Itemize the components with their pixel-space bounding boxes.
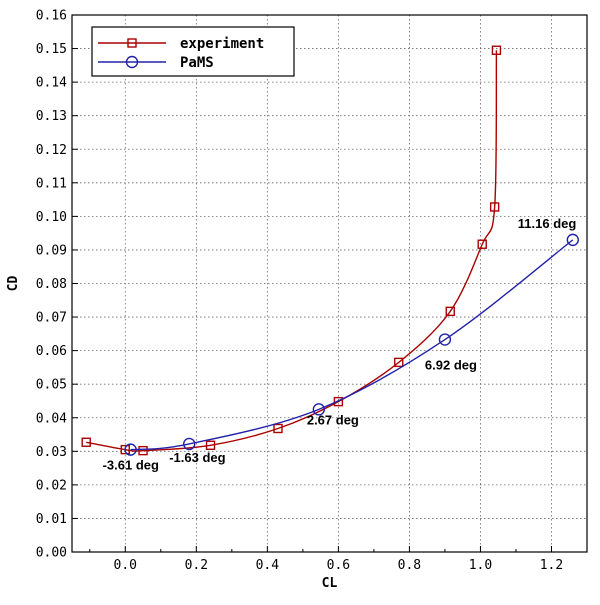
y-tick-label: 0.14: [36, 76, 67, 91]
data-point-pams: [566, 233, 579, 247]
annotation-label: 11.16 deg: [518, 216, 577, 231]
legend-marker-experiment: [127, 38, 137, 48]
data-point-experiment: [333, 396, 344, 407]
x-tick-label: 0.6: [327, 558, 350, 573]
plot-frame: [71, 14, 588, 553]
legend: experiment PaMS: [91, 26, 295, 77]
y-axis-label: CD: [6, 276, 21, 292]
annotation-layer: -3.61 deg -1.63 deg 2.67 deg 6.92 deg 11.16 …: [103, 216, 577, 473]
x-tick-label: 0.8: [398, 558, 421, 573]
data-point-pams: [438, 333, 452, 346]
data-point-experiment: [477, 239, 487, 249]
y-tick-label: 0.12: [36, 143, 67, 158]
legend-marker-pams: [125, 55, 139, 69]
y-tick-label: 0.05: [36, 378, 67, 393]
data-point-experiment: [138, 445, 148, 456]
y-tick-label: 0.06: [36, 344, 67, 359]
y-tick-label: 0.10: [36, 210, 67, 225]
y-tick-label: 0.00: [36, 546, 67, 561]
annotation-label: -1.63 deg: [169, 450, 225, 465]
annotation-label: 6.92 deg: [425, 358, 477, 373]
data-point-experiment: [445, 306, 455, 317]
x-tick-label: 1.2: [540, 558, 563, 573]
data-point-experiment: [120, 444, 130, 455]
data-point-experiment: [394, 357, 404, 368]
data-point-pams: [124, 443, 137, 456]
y-tick-label: 0.15: [36, 42, 67, 57]
y-tick-label: 0.01: [36, 512, 67, 527]
y-tick-label: 0.02: [36, 478, 67, 493]
data-point-experiment: [205, 440, 216, 450]
data-point-experiment: [489, 202, 500, 212]
y-tick-label: 0.09: [36, 243, 67, 258]
y-tick-label: 0.08: [36, 277, 67, 292]
x-axis-label: CL: [322, 576, 338, 591]
legend-label-experiment: experiment: [180, 36, 264, 52]
series-layer: [81, 45, 579, 456]
y-tick-label: 0.07: [36, 311, 67, 326]
annotation-label: -3.61 deg: [103, 458, 159, 473]
y-tick-label: 0.03: [36, 445, 67, 460]
x-tick-label: 1.0: [469, 558, 492, 573]
x-tick-label: 0.2: [185, 558, 208, 573]
x-tick-label: 0.4: [256, 558, 280, 573]
data-point-experiment: [81, 437, 91, 447]
data-point-experiment: [273, 423, 283, 434]
series-line-pams: [130, 239, 574, 451]
data-point-pams: [183, 437, 196, 451]
legend-box: [91, 26, 295, 77]
annotation-label: 2.67 deg: [307, 412, 359, 427]
y-tick-label: 0.11: [36, 176, 67, 191]
data-point-pams: [312, 403, 326, 416]
y-tick-label: 0.16: [36, 9, 67, 24]
y-tick-label: 0.04: [36, 411, 67, 426]
data-point-experiment: [491, 45, 502, 55]
y-tick-label: 0.13: [36, 109, 67, 124]
legend-label-pams: PaMS: [180, 55, 214, 71]
x-tick-label: 0.0: [114, 558, 137, 573]
axis-layer: 0.0 0.2 0.4 0.6 0.8 1.0 1.2 0.00 0.01 0.02 0.03 0.0…: [36, 9, 588, 573]
